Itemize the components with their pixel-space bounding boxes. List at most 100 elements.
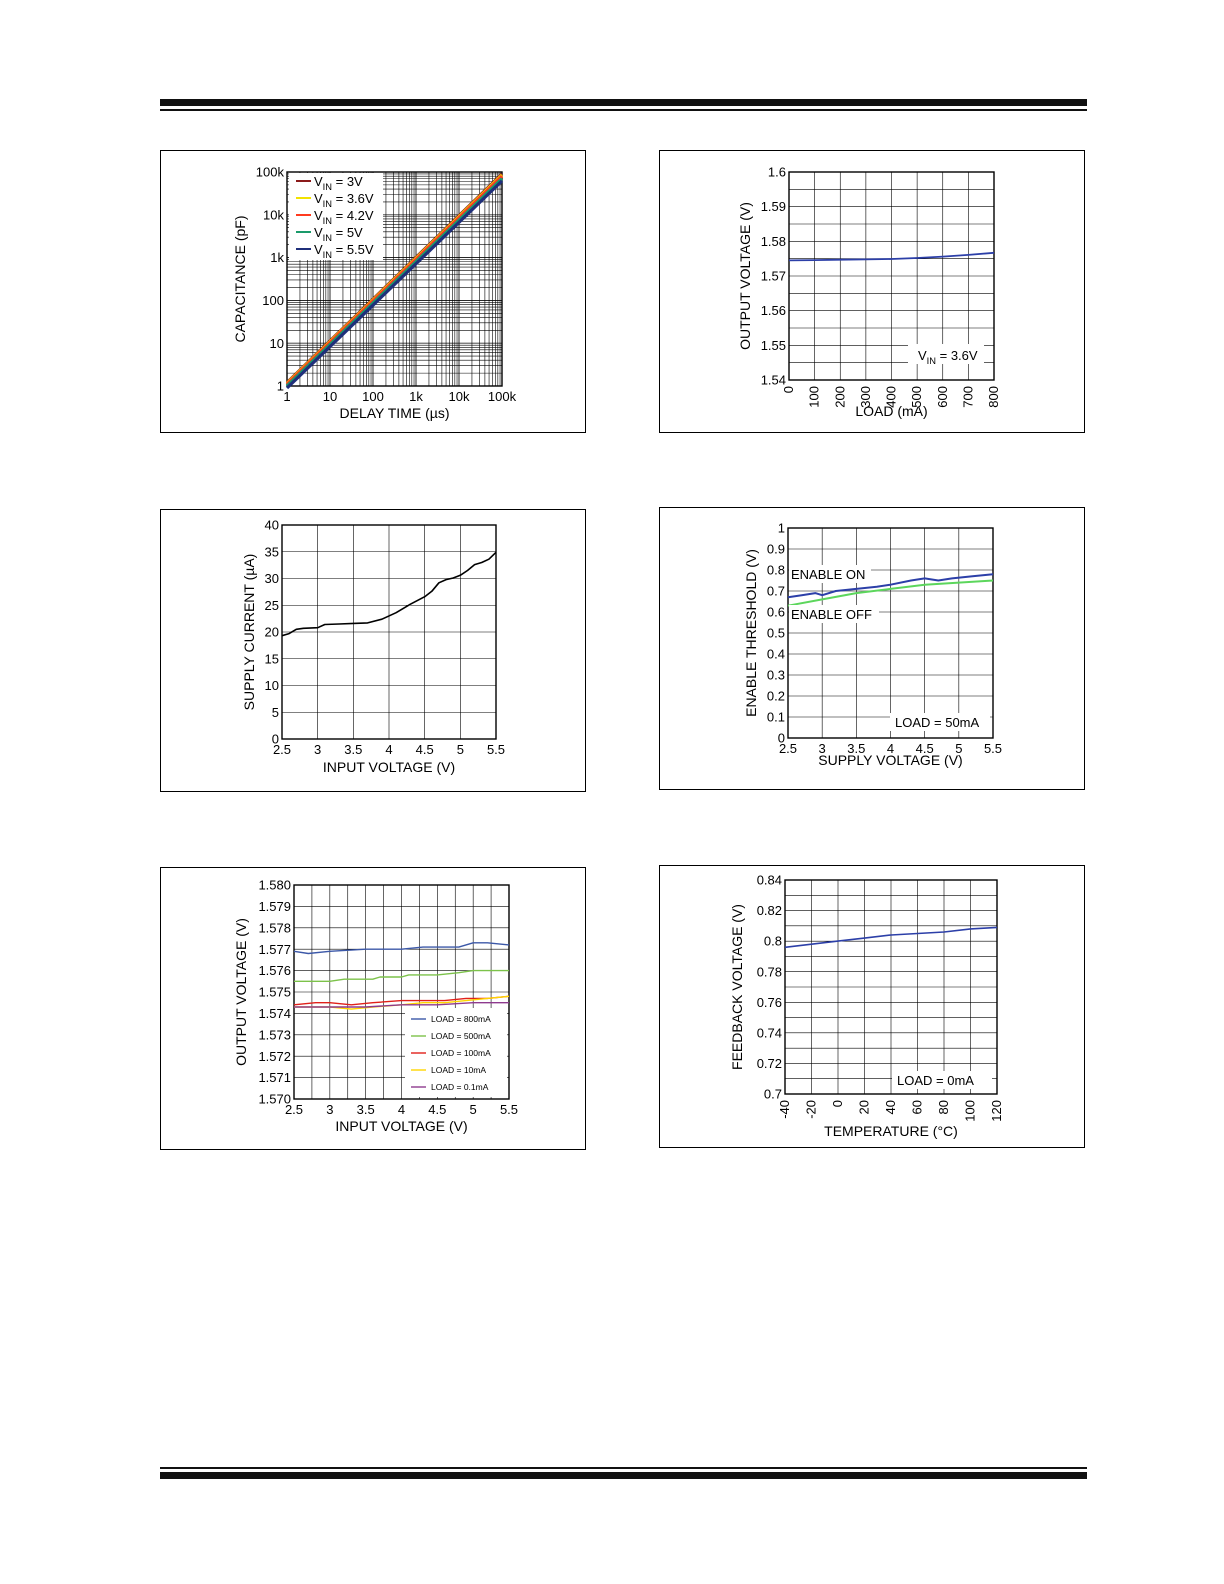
chart-panel-capacitance-vs-delay: 1 10 100 1k 10k 100k 1 10 100 1k 10k 100k DELAY TIME… [160,150,586,433]
y-tick-label: 0 [272,732,279,747]
series-line-1 [788,251,995,262]
annotation-load: LOAD = 50mA [895,715,980,730]
y-tick-label: 1.573 [258,1027,291,1042]
legend-label-1: LOAD = 800mA [431,1014,491,1024]
series-label-enable-off: ENABLE OFF [791,607,872,622]
x-tick-label: 200 [832,386,847,408]
y-tick-label: 0.5 [767,626,785,641]
chart-feedback-vs-temp: -40 -20 0 20 40 60 80 100 120 0.7 0.72 0.74 0.76 0.78… [729,873,1004,1139]
y-tick-label: 10 [265,678,279,693]
y-tick-label: 0.78 [757,964,782,979]
legend-label-4: LOAD = 10mA [431,1065,486,1075]
x-tick-label: 4.5 [428,1102,446,1117]
x-tick-label: 40 [883,1100,898,1114]
y-tick-label: 0.8 [767,563,785,578]
annotation-load: LOAD = 0mA [897,1073,974,1088]
y-axis-label: OUTPUT VOLTAGE (V) [233,918,249,1066]
x-tick-label: 100 [963,1100,978,1122]
x-tick-label: 3.5 [344,742,362,757]
y-tick-label: 0.72 [757,1056,782,1071]
x-tick-label: 60 [910,1100,925,1114]
series-line-2 [787,579,994,607]
y-axis-label: CAPACITANCE (pF) [232,215,248,342]
x-tick-label: 10k [449,389,470,404]
x-tick-label: 5 [457,742,464,757]
y-tick-label: 1.54 [761,373,786,388]
x-tick-label: 2.5 [779,741,797,756]
x-tick-label: 10 [323,389,337,404]
x-axis-label: SUPPLY VOLTAGE (V) [818,752,962,768]
x-tick-label: 3.5 [357,1102,375,1117]
y-tick-label: 0.7 [767,584,785,599]
plot-frame [788,171,995,381]
x-tick-label: 4 [398,1102,405,1117]
series-line-1 [293,942,510,955]
annotation-bg [892,1071,992,1089]
x-tick-label: 0 [781,386,796,393]
plot-frame [281,524,497,740]
y-tick-label: 30 [265,571,279,586]
y-tick-label: 1.56 [761,303,786,318]
y-tick-label: 1.575 [258,985,291,1000]
y-tick-label: 10 [270,336,284,351]
y-tick-label: 1k [270,250,284,265]
x-axis-label: TEMPERATURE (°C) [824,1123,958,1139]
x-tick-label: 100k [488,389,517,404]
chart-panel-output-vs-load: 0 100 200 300 400 500 600 700 800 1.54 1.55 1.56 1.5… [659,150,1085,433]
y-tick-label: 0.76 [757,995,782,1010]
x-tick-label: 700 [960,386,975,408]
y-tick-label: 15 [265,651,279,666]
y-tick-label: 1.58 [761,234,786,249]
x-tick-label: 3 [819,741,826,756]
x-tick-label: 500 [909,386,924,408]
x-tick-label: -20 [804,1100,819,1119]
x-tick-label: 5.5 [487,742,505,757]
y-tick-label: 35 [265,544,279,559]
y-axis-label: SUPPLY CURRENT (µA) [241,554,257,711]
legend-label-5: LOAD = 0.1mA [431,1082,489,1092]
x-axis-label: INPUT VOLTAGE (V) [323,759,455,775]
y-tick-label: 40 [265,518,279,533]
legend-box [289,173,383,260]
y-tick-label: 1.57 [761,269,786,284]
header-rule-thick [160,99,1087,106]
y-tick-label: 1.570 [258,1092,291,1107]
series-line-1 [787,573,994,599]
x-tick-label: 5 [955,741,962,756]
y-tick-label: 1.580 [258,878,291,893]
plot-frame [787,527,994,739]
y-tick-label: 1.6 [768,165,786,180]
annotation-bg [890,713,990,731]
x-tick-label: 2.5 [273,742,291,757]
y-tick-label: 0.84 [757,873,782,888]
y-tick-label: 1.571 [258,1070,291,1085]
chart-enable-threshold: 2.5 3 3.5 4 4.5 5 5.5 0 0.1 0.2 0.3 0.4 0.5 0.6 0.7 0.8… [743,521,1002,768]
y-tick-label: 25 [265,598,279,613]
x-tick-label: 5.5 [984,741,1002,756]
chart-supply-current: 2.5 3 3.5 4 4.5 5 5.5 0 5 10 15 20 25 30 35 40 INPUT VOL… [241,518,505,775]
y-tick-label: 1.578 [258,920,291,935]
x-tick-label: 20 [857,1100,872,1114]
x-tick-label: 80 [936,1100,951,1114]
annotation-bg [908,344,984,364]
series-line-3 [293,995,510,1006]
y-tick-label: 0.1 [767,710,785,725]
series-line-5 [294,1001,509,1008]
x-tick-label: 1 [283,389,290,404]
y-tick-label: 0.7 [764,1087,782,1102]
y-tick-label: 1.572 [258,1049,291,1064]
x-tick-label: 3 [326,1102,333,1117]
chart-panel-feedback-vs-temp: -40 -20 0 20 40 60 80 100 120 0.7 0.72 0.74 0.76 0.78… [659,865,1085,1148]
y-axis-label: ENABLE THRESHOLD (V) [743,549,759,717]
x-tick-label: 4 [385,742,392,757]
y-tick-label: 0.4 [767,647,785,662]
y-tick-label: 1 [277,379,284,394]
x-tick-label: 3 [314,742,321,757]
legend-label-3: LOAD = 100mA [431,1048,491,1058]
series-line-1 [281,551,497,637]
y-tick-label: 0.8 [764,934,782,949]
x-tick-label: 5 [470,1102,477,1117]
footer-rule-thin [160,1467,1087,1469]
y-tick-label: 0.9 [767,542,785,557]
y-tick-label: 0 [778,731,785,746]
